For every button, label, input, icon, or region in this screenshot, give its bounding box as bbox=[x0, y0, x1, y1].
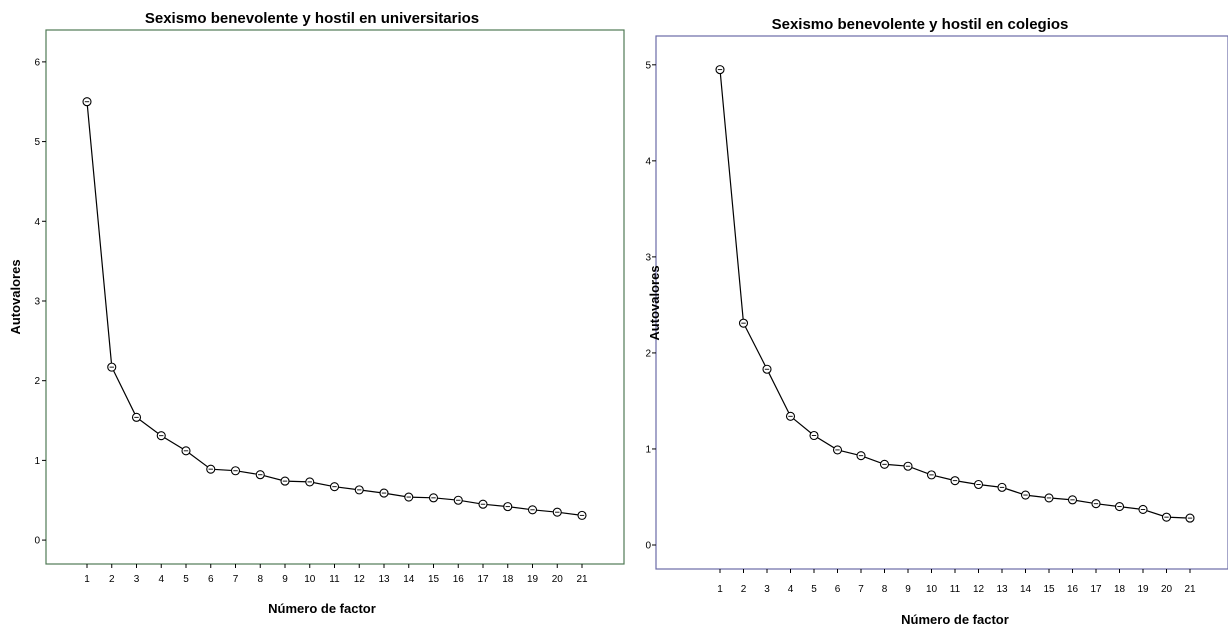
y-ticks: 0 1 2 3 4 5 bbox=[645, 60, 656, 551]
x-tick-label: 8 bbox=[882, 584, 888, 595]
x-tick-label: 11 bbox=[329, 574, 340, 585]
x-tick-label: 5 bbox=[811, 584, 817, 595]
x-tick-label: 12 bbox=[973, 584, 985, 595]
x-tick-label: 11 bbox=[950, 584, 961, 595]
y-tick-label: 5 bbox=[645, 60, 651, 71]
x-tick-label: 7 bbox=[233, 574, 239, 585]
y-tick-label: 4 bbox=[645, 156, 651, 167]
x-tick-label: 20 bbox=[1161, 584, 1173, 595]
x-tick-label: 9 bbox=[905, 584, 911, 595]
series-line bbox=[86, 101, 583, 516]
x-tick-label: 2 bbox=[741, 584, 747, 595]
x-axis-label: Número de factor bbox=[268, 601, 376, 616]
x-tick-label: 14 bbox=[1020, 584, 1032, 595]
x-tick-label: 19 bbox=[1137, 584, 1149, 595]
y-tick-label: 6 bbox=[34, 57, 40, 68]
chart-title: Sexismo benevolente y hostil en colegios bbox=[772, 16, 1069, 33]
x-tick-label: 21 bbox=[576, 574, 588, 585]
x-tick-label: 14 bbox=[403, 574, 415, 585]
x-tick-label: 8 bbox=[257, 574, 263, 585]
y-ticks: 0 1 2 3 4 5 6 bbox=[34, 57, 46, 547]
x-tick-label: 18 bbox=[502, 574, 514, 585]
y-tick-label: 2 bbox=[645, 348, 651, 359]
y-tick-label: 3 bbox=[34, 296, 40, 307]
x-tick-label: 6 bbox=[208, 574, 214, 585]
x-tick-label: 15 bbox=[1043, 584, 1055, 595]
y-axis-label: Autovalores bbox=[8, 259, 23, 334]
x-tick-label: 1 bbox=[717, 584, 723, 595]
y-tick-label: 5 bbox=[34, 137, 40, 148]
data-points bbox=[715, 65, 1195, 523]
x-tick-label: 13 bbox=[378, 574, 390, 585]
y-tick-label: 1 bbox=[645, 444, 651, 455]
x-tick-label: 6 bbox=[835, 584, 841, 595]
x-tick-label: 10 bbox=[304, 574, 316, 585]
data-points bbox=[82, 97, 587, 520]
series-line bbox=[719, 69, 1191, 519]
x-tick-label: 1 bbox=[84, 574, 90, 585]
y-tick-label: 2 bbox=[34, 376, 40, 387]
x-tick-label: 9 bbox=[282, 574, 288, 585]
chart-title: Sexismo benevolente y hostil en universi… bbox=[145, 10, 479, 27]
y-tick-label: 0 bbox=[34, 536, 40, 547]
chart-universitarios: Sexismo benevolente y hostil en universi… bbox=[8, 10, 625, 616]
x-tick-label: 10 bbox=[926, 584, 938, 595]
x-tick-label: 5 bbox=[183, 574, 189, 585]
x-tick-label: 4 bbox=[158, 574, 164, 585]
y-tick-label: 4 bbox=[34, 217, 40, 228]
x-ticks: 1 2 3 4 5 6 7 8 9 10 11 12 13 14 15 16 17 18 19 20 21 bbox=[84, 564, 588, 585]
x-tick-label: 4 bbox=[788, 584, 794, 595]
x-tick-label: 3 bbox=[764, 584, 770, 595]
x-ticks: 1 2 3 4 5 6 7 8 9 10 11 12 13 14 15 16 17 18 19 20 21 bbox=[717, 569, 1196, 595]
x-tick-label: 16 bbox=[1067, 584, 1079, 595]
x-tick-label: 7 bbox=[858, 584, 864, 595]
x-tick-label: 18 bbox=[1114, 584, 1126, 595]
plot-frame bbox=[655, 35, 1228, 570]
x-tick-label: 17 bbox=[1090, 584, 1102, 595]
x-tick-label: 3 bbox=[134, 574, 140, 585]
x-axis-label: Número de factor bbox=[901, 612, 1009, 627]
x-tick-label: 15 bbox=[428, 574, 440, 585]
x-tick-label: 13 bbox=[996, 584, 1008, 595]
x-tick-label: 17 bbox=[477, 574, 489, 585]
y-tick-label: 3 bbox=[645, 252, 651, 263]
x-tick-label: 21 bbox=[1184, 584, 1196, 595]
x-tick-label: 19 bbox=[527, 574, 539, 585]
x-tick-label: 16 bbox=[453, 574, 465, 585]
x-tick-label: 2 bbox=[109, 574, 115, 585]
x-tick-label: 12 bbox=[354, 574, 366, 585]
y-tick-label: 0 bbox=[645, 540, 651, 551]
chart-colegios: Sexismo benevolente y hostil en colegios… bbox=[645, 16, 1228, 627]
x-tick-label: 20 bbox=[552, 574, 564, 585]
y-axis-label: Autovalores bbox=[647, 265, 662, 340]
y-tick-label: 1 bbox=[34, 456, 40, 467]
